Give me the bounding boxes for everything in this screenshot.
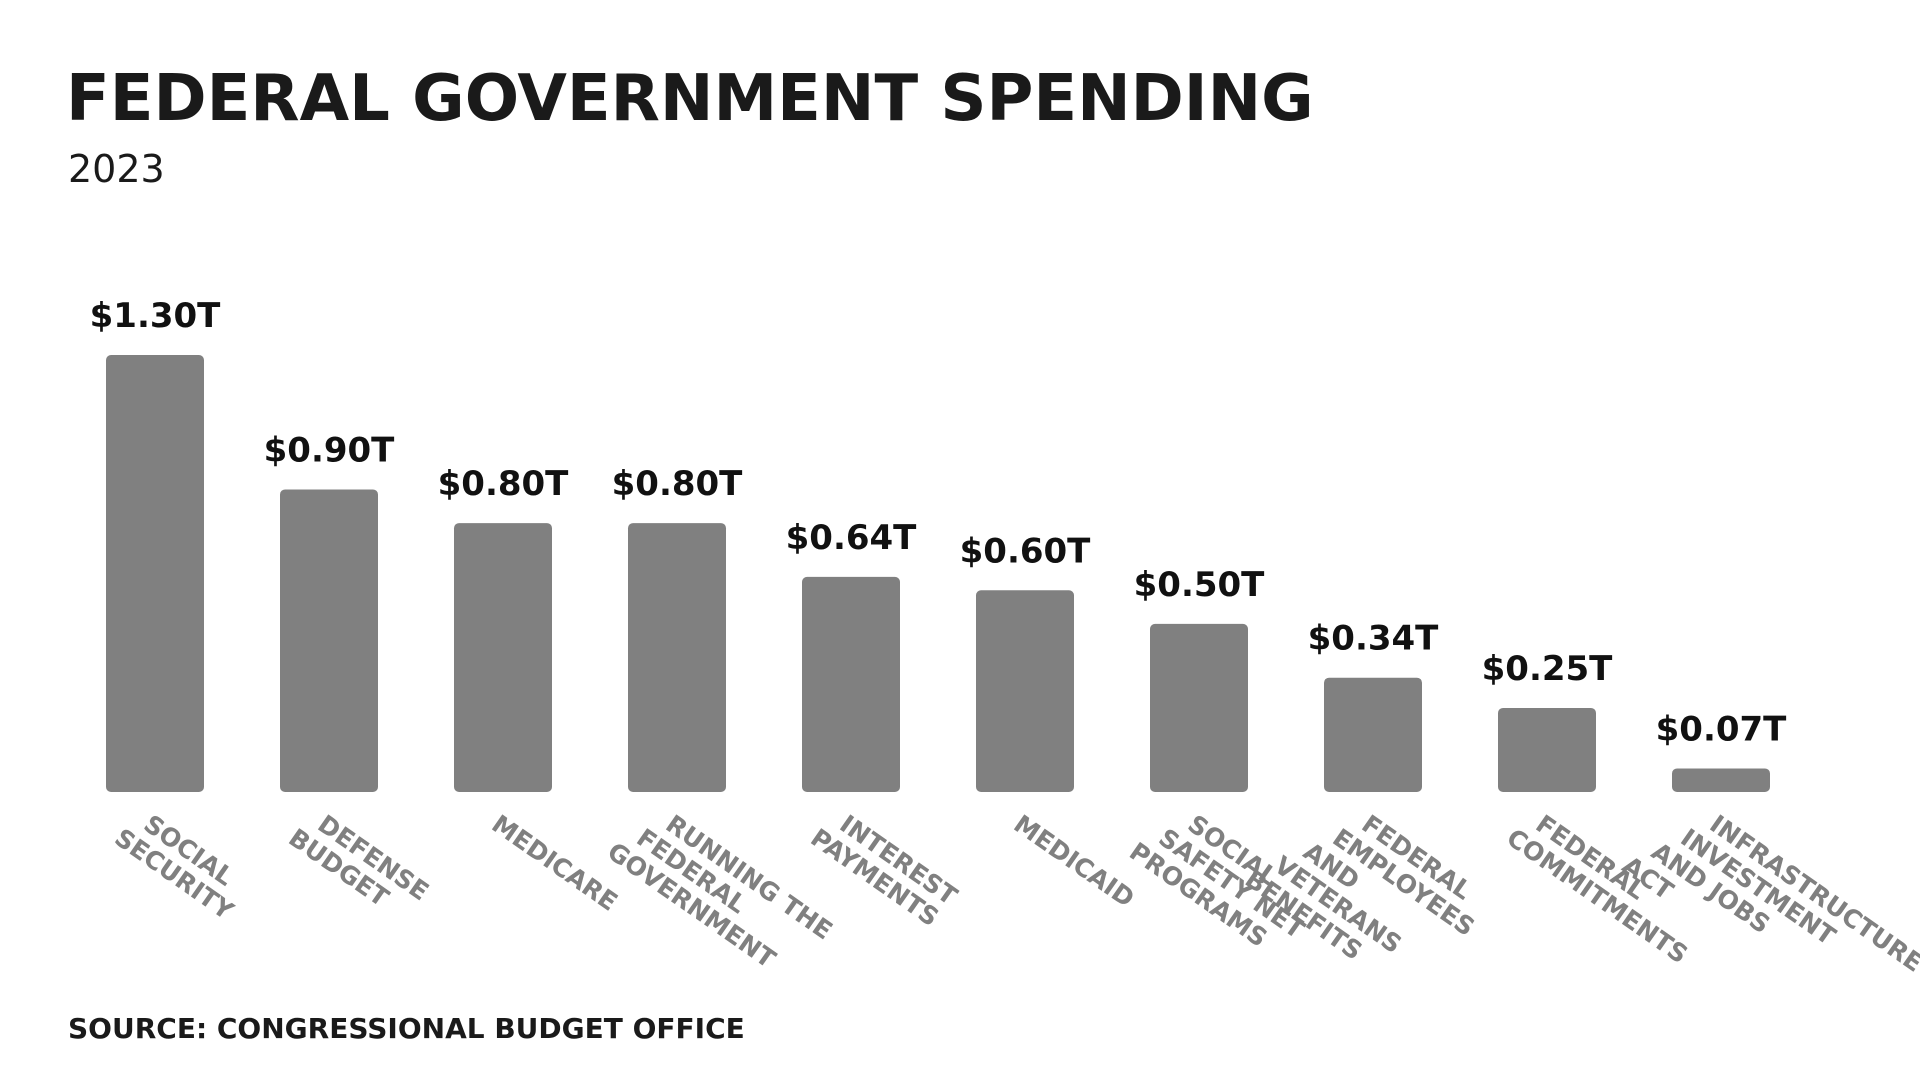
x-tick-label-group: FEDERALEMPLOYEESANDVETERANSBENEFITS <box>1240 772 1496 1010</box>
x-tick-label: FEDERALEMPLOYEESANDVETERANSBENEFITS <box>1240 772 1496 1010</box>
x-tick-label: MEDICAID <box>1009 809 1140 913</box>
x-tick-label-group: INFRASTRUCTUREINVESTMENTAND JOBSACT <box>1617 782 1920 1047</box>
x-tick-label: MEDICARE <box>487 809 623 917</box>
x-tick-label-group: FEDERALCOMMITMENTS <box>1501 800 1709 969</box>
value-label: $0.90T <box>264 430 396 470</box>
value-label: $0.60T <box>960 531 1092 571</box>
chart-subtitle: 2023 <box>68 147 165 191</box>
x-tick-label: FEDERALCOMMITMENTS <box>1501 800 1709 969</box>
value-label: $0.25T <box>1482 649 1614 689</box>
bar <box>454 523 552 792</box>
bar <box>1324 677 1422 792</box>
bar <box>976 590 1074 792</box>
x-tick-label-group: MEDICARE <box>487 809 623 917</box>
value-label: $0.64T <box>786 518 918 558</box>
x-tick-label: INTERESTPAYMENTS <box>805 800 962 934</box>
value-label: $0.34T <box>1308 619 1440 659</box>
source-note: SOURCE: CONGRESSIONAL BUDGET OFFICE <box>68 1012 745 1045</box>
bar <box>802 576 900 792</box>
value-label: $0.07T <box>1656 709 1788 749</box>
value-label: $0.80T <box>438 464 570 504</box>
x-tick-label-group: MEDICAID <box>1009 809 1140 913</box>
bar <box>628 523 726 792</box>
x-tick-label-group: DEFENSEBUDGET <box>283 800 434 929</box>
x-tick-label-group: RUNNING THEFEDERALGOVERNMENT <box>602 791 837 991</box>
x-tick-label: SOCIALSECURITY <box>109 800 255 926</box>
bar <box>1498 707 1596 792</box>
x-tick-label: INFRASTRUCTUREINVESTMENTAND JOBSACT <box>1617 782 1920 1047</box>
bar <box>1150 623 1248 792</box>
chart-title: FEDERAL GOVERNMENT SPENDING <box>66 62 1314 136</box>
bar <box>106 355 204 792</box>
value-label: $0.80T <box>612 464 744 504</box>
value-label: $1.30T <box>90 296 222 336</box>
bar <box>1672 768 1770 792</box>
x-tick-label-group: INTERESTPAYMENTS <box>805 800 962 934</box>
value-label: $0.50T <box>1134 565 1266 605</box>
x-tick-label: RUNNING THEFEDERALGOVERNMENT <box>602 791 837 991</box>
bar <box>280 489 378 792</box>
x-tick-label: DEFENSEBUDGET <box>283 800 434 929</box>
x-tick-label-group: SOCIALSECURITY <box>109 800 255 926</box>
